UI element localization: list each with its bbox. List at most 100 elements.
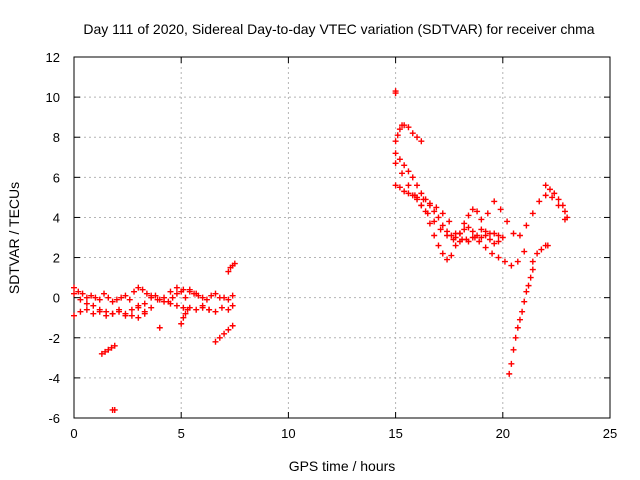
data-point: [135, 284, 142, 291]
data-point: [83, 294, 90, 301]
data-point: [512, 334, 519, 341]
data-point: [105, 346, 112, 353]
data-point: [465, 212, 472, 219]
data-point: [561, 208, 568, 215]
data-point: [128, 306, 135, 313]
data-point: [450, 236, 457, 243]
data-point: [508, 262, 515, 269]
data-point: [180, 314, 187, 321]
y-tick-label: 0: [53, 291, 60, 306]
data-point: [118, 294, 125, 301]
data-point: [516, 232, 523, 239]
data-point: [154, 296, 161, 303]
data-point: [122, 292, 129, 299]
data-point: [534, 250, 541, 257]
data-point: [221, 330, 228, 337]
data-point: [435, 242, 442, 249]
data-point: [420, 196, 427, 203]
data-point: [231, 260, 238, 267]
data-point: [510, 230, 517, 237]
data-point: [422, 208, 429, 215]
data-point: [491, 230, 498, 237]
data-point: [418, 138, 425, 145]
data-point: [109, 298, 116, 305]
data-point: [71, 290, 77, 297]
data-point: [523, 288, 530, 295]
y-tick-label: -2: [48, 331, 60, 346]
data-point: [414, 182, 421, 189]
data-point: [478, 216, 485, 223]
data-point: [461, 226, 468, 233]
data-point: [521, 248, 528, 255]
data-point: [551, 190, 558, 197]
data-point: [79, 290, 86, 297]
data-point: [426, 220, 433, 227]
data-point: [113, 296, 120, 303]
data-point: [206, 306, 213, 313]
data-point: [101, 290, 108, 297]
data-point: [218, 304, 225, 311]
data-point: [182, 310, 189, 317]
data-point: [542, 192, 549, 199]
data-point: [482, 228, 489, 235]
data-point: [392, 150, 399, 157]
data-point: [409, 192, 416, 199]
data-point: [225, 268, 232, 275]
x-tick-label: 20: [496, 426, 510, 441]
data-point: [186, 288, 193, 295]
data-point: [131, 288, 138, 295]
data-point: [396, 184, 403, 191]
data-point: [405, 190, 412, 197]
data-point: [167, 300, 174, 307]
data-point: [401, 162, 408, 169]
data-point: [199, 294, 206, 301]
data-point: [199, 302, 206, 309]
data-point: [544, 242, 551, 249]
data-point: [392, 90, 399, 97]
data-point: [143, 290, 150, 297]
data-point: [88, 292, 95, 299]
data-point: [426, 200, 433, 207]
data-point: [497, 206, 504, 213]
data-point: [401, 188, 408, 195]
data-point: [108, 344, 115, 351]
data-point: [212, 290, 219, 297]
data-point: [225, 306, 232, 313]
data-point: [102, 348, 109, 355]
data-point: [504, 218, 511, 225]
data-point: [409, 174, 416, 181]
data-point: [216, 334, 223, 341]
data-point: [77, 296, 84, 303]
data-point: [71, 284, 77, 291]
data-point: [521, 298, 528, 305]
data-point: [514, 324, 521, 331]
data-point: [405, 124, 412, 131]
data-point: [414, 194, 421, 201]
data-series: [71, 88, 571, 413]
data-point: [178, 320, 185, 327]
data-point: [491, 198, 498, 205]
data-point: [77, 308, 84, 315]
data-point: [212, 338, 219, 345]
x-tick-label: 25: [603, 426, 617, 441]
data-point: [514, 258, 521, 265]
y-tick-label: -6: [48, 411, 60, 426]
data-point: [519, 308, 526, 315]
y-tick-label: 8: [53, 130, 60, 145]
data-point: [96, 306, 103, 313]
data-point: [525, 282, 532, 289]
data-point: [542, 182, 549, 189]
data-point: [229, 322, 236, 329]
data-point: [212, 308, 219, 315]
data-point: [546, 186, 553, 193]
data-point: [405, 168, 412, 175]
data-point: [126, 296, 133, 303]
x-axis-label: GPS time / hours: [289, 458, 396, 474]
grid: [74, 57, 610, 418]
data-point: [444, 256, 451, 263]
data-point: [221, 294, 228, 301]
data-point: [392, 138, 399, 145]
data-point: [471, 234, 478, 241]
data-point: [392, 160, 399, 167]
